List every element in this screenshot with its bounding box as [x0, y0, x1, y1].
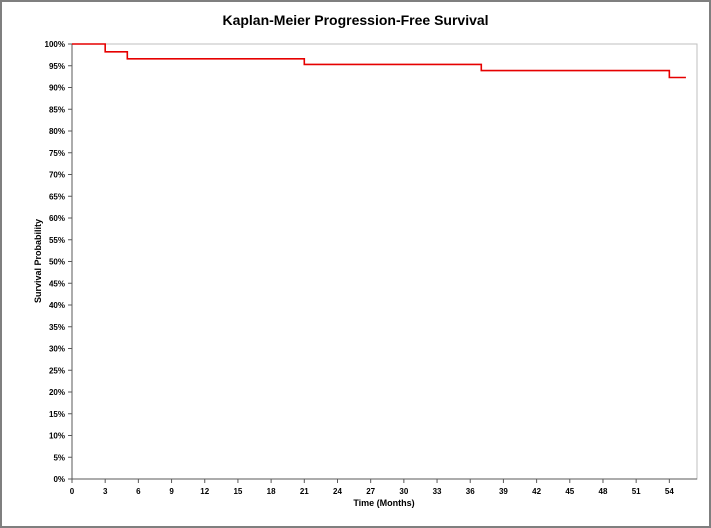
x-tick-label: 9	[169, 487, 174, 496]
x-axis-title: Time (Months)	[353, 498, 415, 508]
y-tick-label: 65%	[49, 192, 65, 201]
x-tick-label: 54	[665, 487, 674, 496]
x-tick-label: 21	[300, 487, 309, 496]
y-tick-label: 40%	[49, 301, 65, 310]
y-tick-label: 55%	[49, 236, 65, 245]
y-tick-label: 95%	[49, 62, 65, 71]
plot-area	[71, 43, 698, 480]
y-tick-label: 5%	[53, 453, 65, 462]
x-tick-label: 51	[632, 487, 641, 496]
x-tick-label: 48	[599, 487, 608, 496]
x-tick-label: 30	[399, 487, 408, 496]
x-tick-label: 27	[366, 487, 375, 496]
chart-title: Kaplan-Meier Progression-Free Survival	[222, 12, 489, 28]
x-tick-label: 15	[233, 487, 242, 496]
x-tick-label: 33	[433, 487, 442, 496]
x-tick-label: 0	[70, 487, 75, 496]
y-tick-label: 45%	[49, 279, 65, 288]
y-tick-label: 60%	[49, 214, 65, 223]
x-tick-label: 36	[466, 487, 475, 496]
y-tick-label: 0%	[53, 475, 65, 484]
x-tick-label: 42	[532, 487, 541, 496]
y-tick-label: 85%	[49, 105, 65, 114]
survival-curve	[72, 43, 686, 79]
x-tick-label: 18	[267, 487, 276, 496]
y-tick-label: 50%	[49, 258, 65, 267]
x-tick-label: 6	[136, 487, 141, 496]
y-tick-label: 75%	[49, 149, 65, 158]
y-tick-label: 100%	[45, 40, 65, 49]
y-tick-label: 10%	[49, 432, 65, 441]
x-tick-label: 24	[333, 487, 342, 496]
y-tick-label: 20%	[49, 388, 65, 397]
x-tick-label: 45	[565, 487, 574, 496]
y-tick-label: 15%	[49, 410, 65, 419]
x-tick-label: 3	[103, 487, 108, 496]
y-tick-label: 80%	[49, 127, 65, 136]
y-tick-label: 30%	[49, 345, 65, 354]
x-tick-label: 12	[200, 487, 209, 496]
y-tick-label: 25%	[49, 366, 65, 375]
y-tick-label: 70%	[49, 171, 65, 180]
y-tick-label: 90%	[49, 84, 65, 93]
y-tick-label: 35%	[49, 323, 65, 332]
x-tick-label: 39	[499, 487, 508, 496]
